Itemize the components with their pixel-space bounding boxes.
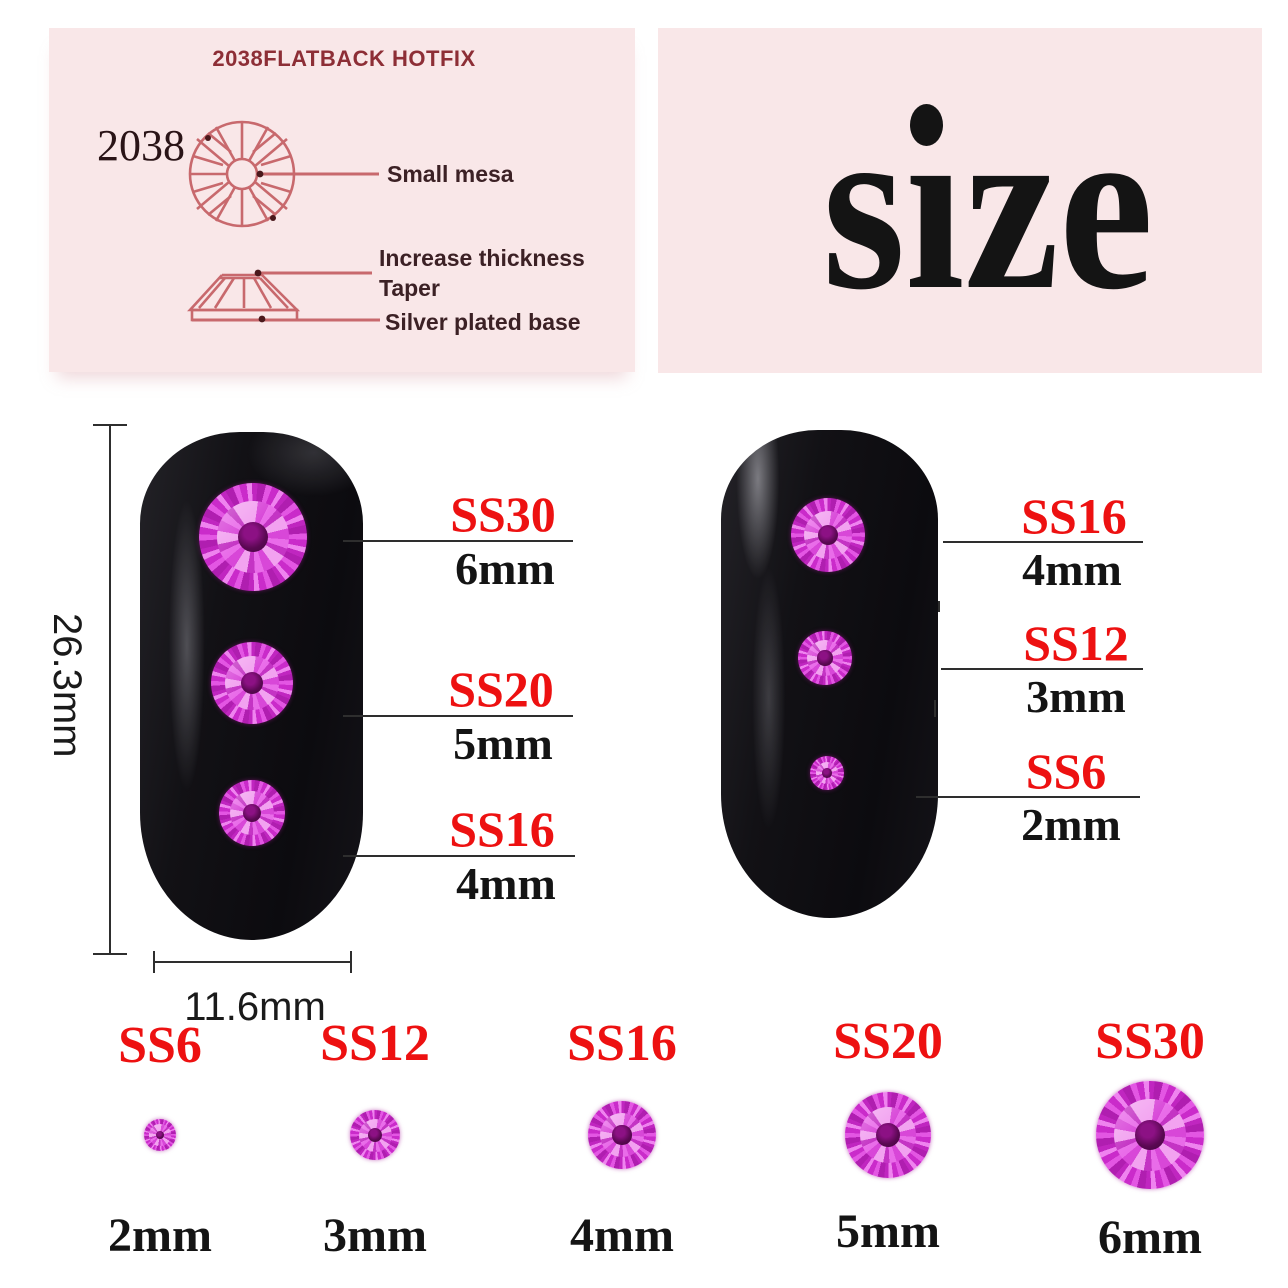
leader-line: [343, 715, 573, 717]
stone-mm-label: 4mm: [1022, 544, 1122, 595]
stone-mm-label: 3mm: [1026, 671, 1126, 722]
edge-tick: [934, 700, 936, 717]
stone-size-label: SS16: [1021, 488, 1127, 544]
height-measure-cap-top: [93, 424, 127, 426]
stone-size-label: SS6: [1025, 743, 1107, 799]
diagram-dots: [205, 135, 276, 323]
stone-mm-label: 2mm: [1021, 799, 1121, 850]
chart-mm-label: 6mm: [1098, 1211, 1202, 1264]
rhinestone-gem-ss6: [810, 756, 844, 790]
size-title-panel: sıze: [658, 28, 1262, 373]
rhinestone-gem-ss20: [211, 642, 293, 724]
product-diagram-panel: 2038FLATBACK HOTFIX 2038: [49, 28, 635, 372]
leader-line: [941, 668, 1143, 670]
annotation-taper: Taper: [379, 275, 440, 301]
rhinestone-gem-ss16: [219, 780, 285, 846]
size-dot-accent: [910, 104, 943, 146]
rhinestone-gem-ss16: [791, 498, 865, 572]
chart-size-label: SS16: [567, 1015, 677, 1072]
nail-width-label: 11.6mm: [184, 985, 326, 1029]
annotation-increase-thickness: Increase thickness: [379, 245, 585, 271]
chart-mm-label: 2mm: [108, 1209, 212, 1262]
stone-mm-label: 6mm: [455, 543, 555, 594]
rhinestone-gem-ss30: [1096, 1081, 1204, 1189]
size-title: sıze: [822, 72, 1154, 340]
chart-mm-label: 5mm: [836, 1205, 940, 1258]
width-measure-tick-right: [350, 951, 352, 973]
stone-mm-label: 4mm: [456, 858, 556, 909]
rhinestone-gem-ss12: [798, 631, 852, 685]
rhinestone-gem-ss6: [144, 1119, 176, 1151]
annotation-silver-base: Silver plated base: [385, 309, 581, 335]
panel-title: 2038FLATBACK HOTFIX: [212, 46, 476, 71]
stone-mm-label: 5mm: [453, 718, 553, 769]
chart-size-label: SS20: [833, 1013, 943, 1070]
chart-mm-label: 3mm: [323, 1209, 427, 1262]
width-measure-line: [153, 961, 352, 963]
width-measure-tick-left: [153, 951, 155, 973]
rhinestone-gem-ss16: [588, 1101, 656, 1169]
chart-size-label: SS12: [320, 1015, 430, 1072]
chart-size-label: SS30: [1095, 1013, 1205, 1070]
side-view: [187, 273, 301, 322]
leader-line: [343, 540, 573, 542]
stone-size-label: SS16: [449, 801, 555, 857]
chart-size-label: SS6: [118, 1017, 202, 1074]
leader-line: [943, 541, 1143, 543]
leader-line: [343, 855, 575, 857]
model-number: 2038: [97, 121, 185, 170]
height-measure-cap-bottom: [93, 953, 127, 955]
rhinestone-gem-ss20: [845, 1092, 931, 1178]
chart-mm-label: 4mm: [570, 1209, 674, 1262]
leader-line: [916, 796, 1140, 798]
height-measure-line: [109, 425, 111, 955]
rhinestone-gem-ss30: [199, 483, 307, 591]
edge-tick: [938, 601, 940, 612]
stone-size-label: SS20: [448, 661, 554, 717]
stone-size-label: SS30: [450, 486, 556, 542]
nail-height-label: 26.3mm: [45, 613, 89, 758]
stone-size-label: SS12: [1023, 615, 1129, 671]
annotation-small-mesa: Small mesa: [387, 161, 514, 187]
rhinestone-gem-ss12: [350, 1110, 400, 1160]
rhinestone-diagram: [187, 120, 380, 323]
